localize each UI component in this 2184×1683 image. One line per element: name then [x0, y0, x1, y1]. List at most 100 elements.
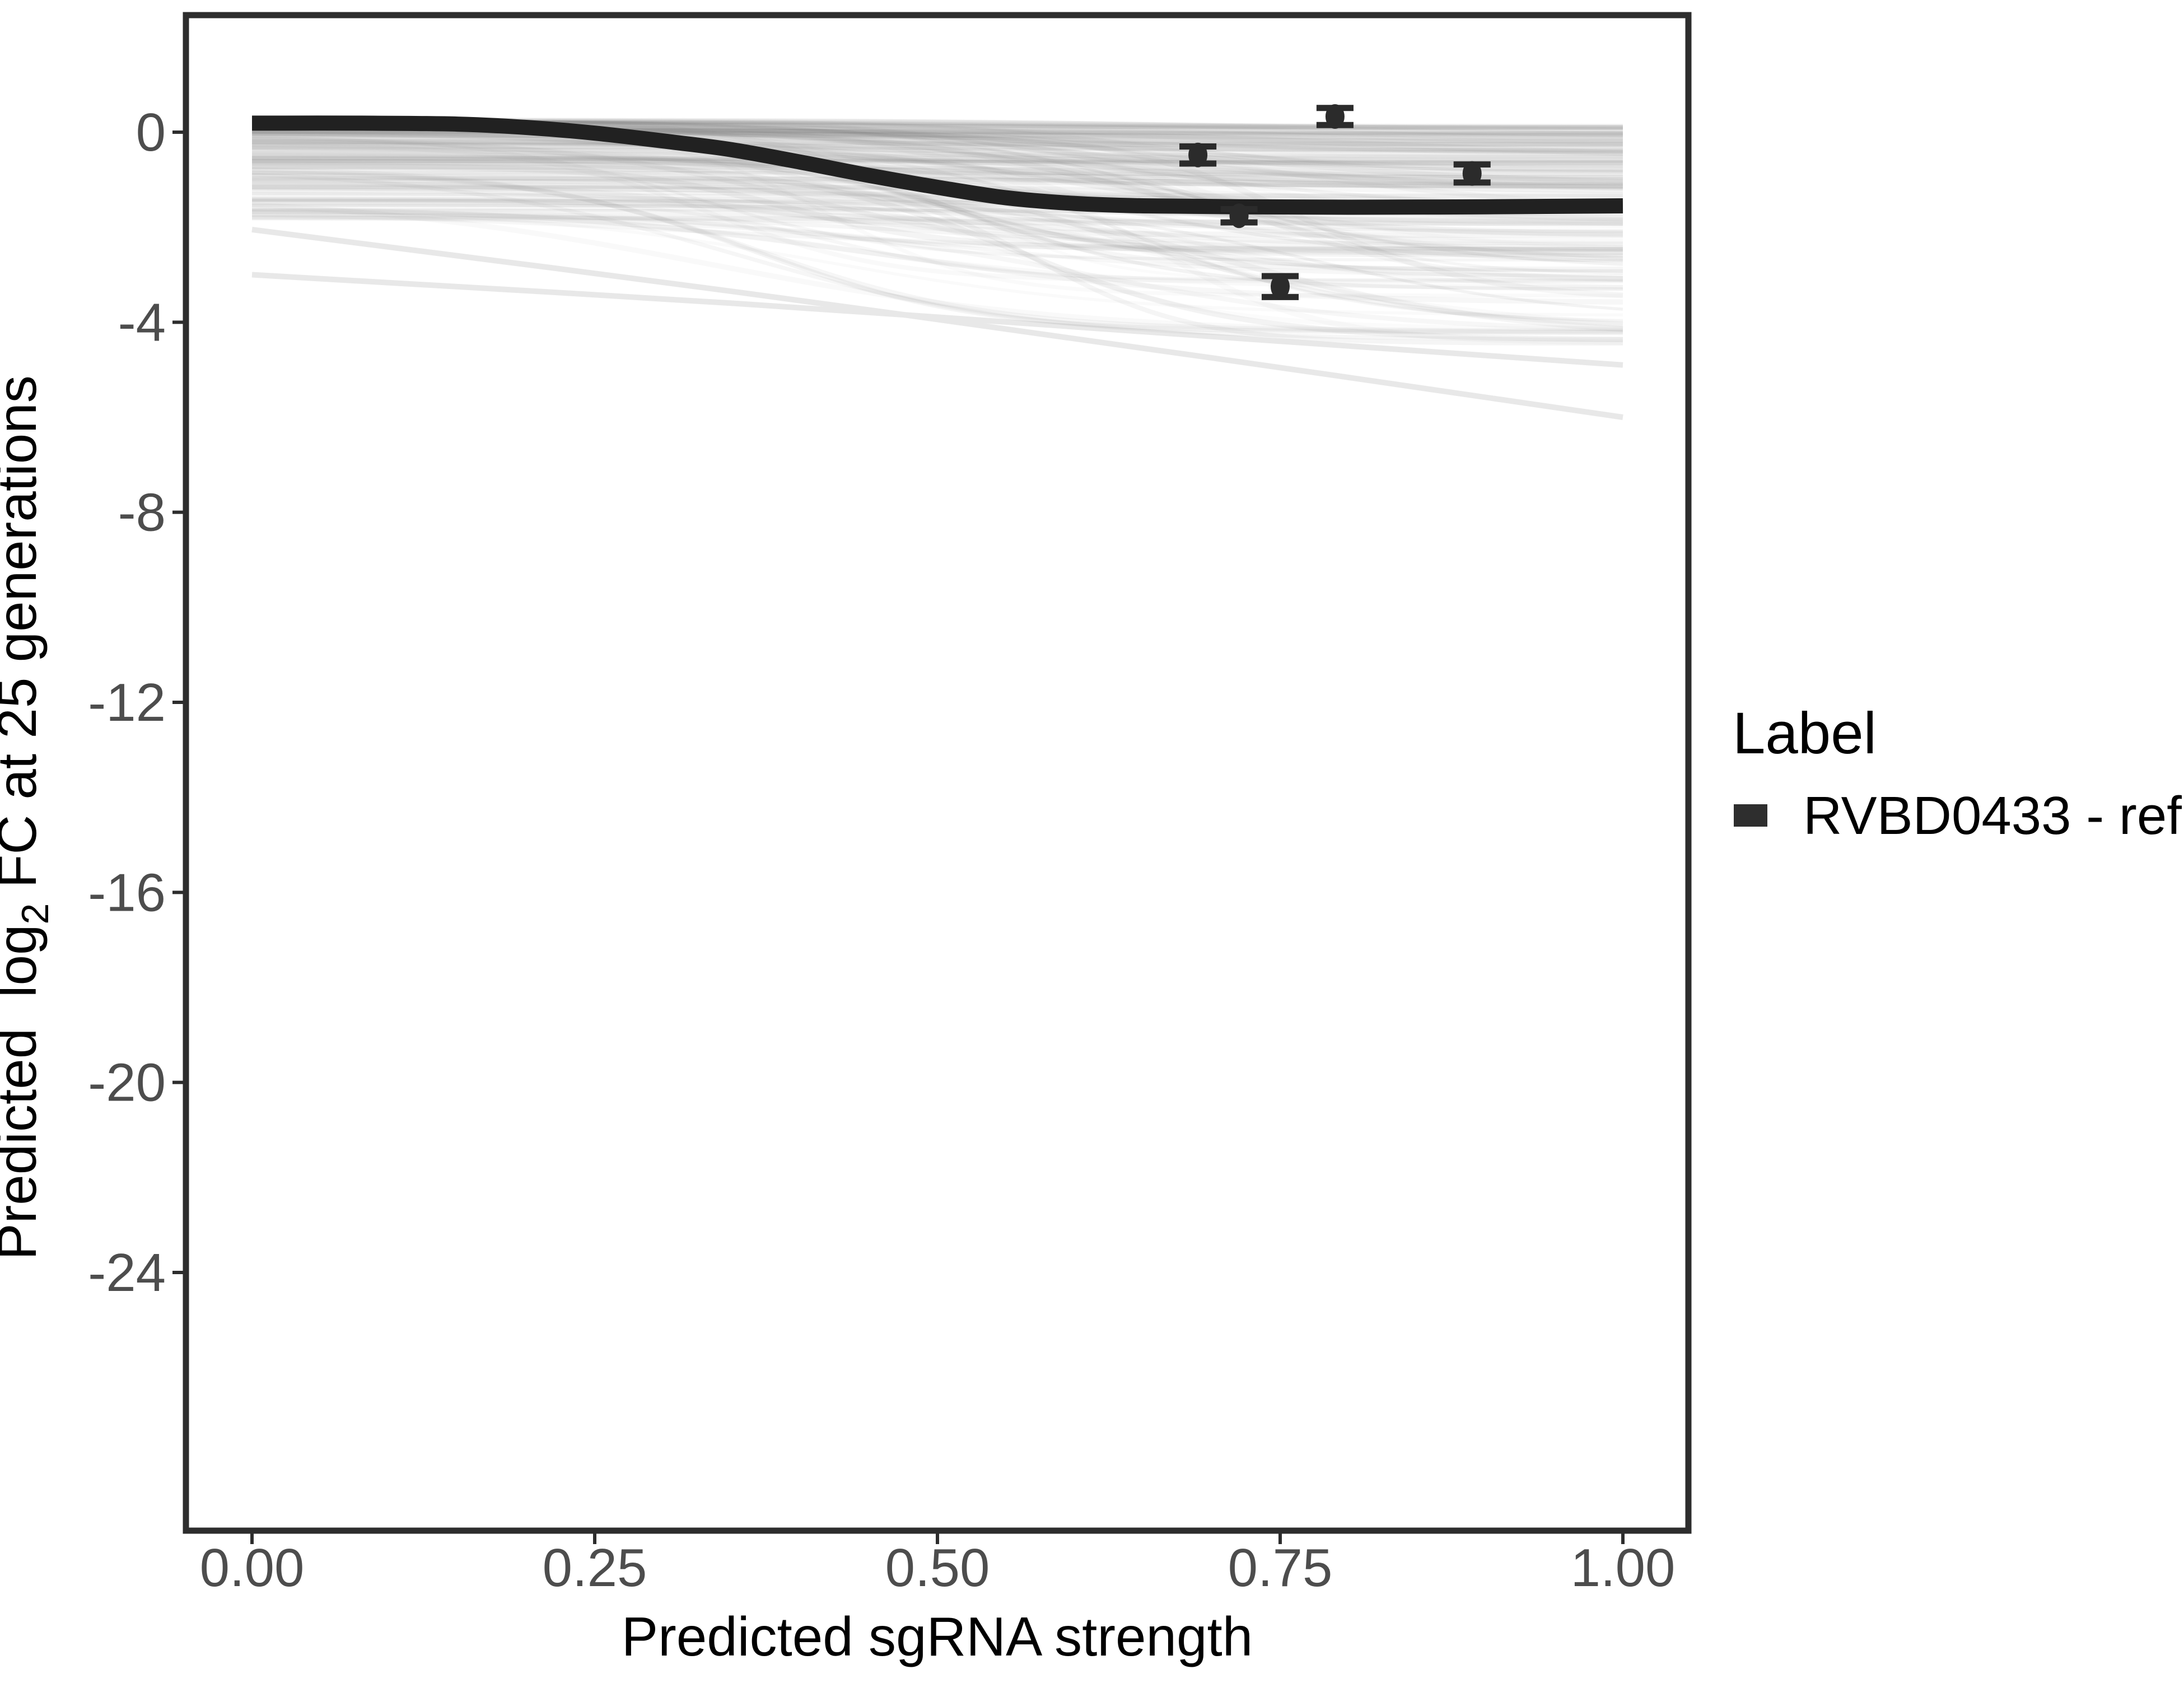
data-point-marker [1325, 104, 1345, 129]
posterior-draw [251, 155, 1623, 164]
posterior-draw [251, 156, 1623, 281]
posterior-draw [251, 207, 1623, 290]
posterior-draw [251, 146, 1623, 190]
posterior-draw [251, 136, 1623, 262]
posterior-draw [251, 206, 1623, 305]
posterior-draw [251, 176, 1623, 185]
posterior-draw [251, 208, 1623, 250]
posterior-draw [251, 130, 1623, 139]
posterior-draw [251, 162, 1623, 181]
x-tick-label: 0.25 [543, 1538, 647, 1598]
posterior-draw [251, 212, 1623, 252]
posterior-draw [251, 173, 1623, 342]
posterior-draw [251, 198, 1623, 282]
y-tick-label: -4 [118, 292, 166, 352]
data-point [1220, 203, 1258, 229]
posterior-draw [251, 158, 1623, 169]
posterior-draw [252, 167, 1623, 183]
x-tick-label: 0.50 [885, 1538, 990, 1598]
posterior-draw [251, 142, 1623, 283]
posterior-draw [251, 143, 1623, 152]
posterior-draw [251, 203, 1623, 260]
posterior-draw [251, 130, 1623, 167]
posterior-draw [251, 213, 1623, 226]
posterior-draw [251, 199, 1623, 311]
posterior-draw [252, 132, 1623, 143]
x-axis: 0.00 0.25 0.50 0.75 1.00 [200, 1531, 1675, 1598]
legend-key-swatch [1734, 804, 1767, 827]
posterior-draw [251, 186, 1623, 246]
posterior-draw [251, 157, 1623, 189]
x-tick-label: 0.75 [1228, 1538, 1333, 1598]
posterior-draw [251, 156, 1623, 165]
posterior-draw [251, 216, 1623, 226]
posterior-draw [251, 146, 1623, 182]
y-tick-label: -24 [88, 1243, 166, 1303]
posterior-draw [251, 163, 1623, 176]
posterior-draw [251, 202, 1623, 335]
posterior-draw [251, 181, 1623, 225]
posterior-draw [251, 209, 1623, 316]
data-point-marker [1188, 142, 1208, 167]
data-point [1179, 142, 1217, 167]
outlier-draw [251, 272, 1623, 368]
data-point [1261, 273, 1299, 300]
posterior-draw [252, 171, 1623, 180]
posterior-draw [251, 209, 1623, 251]
posterior-draw [251, 133, 1623, 261]
posterior-draw [251, 153, 1623, 258]
posterior-draw [251, 161, 1623, 173]
data-point-marker [1462, 161, 1482, 186]
posterior-draw [251, 137, 1623, 258]
posterior-draw [251, 132, 1623, 273]
posterior-draw [251, 204, 1623, 226]
posterior-draw [251, 145, 1623, 155]
x-axis-title: Predicted sgRNA strength [622, 1606, 1253, 1667]
posterior-draw [251, 145, 1623, 153]
data-point-marker [1229, 203, 1249, 229]
posterior-draw [251, 137, 1623, 146]
posterior-draw [251, 176, 1623, 186]
y-axis-title-subscript: 2 [14, 903, 57, 925]
posterior-draw [251, 180, 1623, 238]
y-tick-label: -20 [88, 1053, 166, 1113]
y-tick-label: -16 [88, 863, 166, 922]
posterior-draw [251, 148, 1623, 163]
posterior-draw [252, 138, 1623, 150]
posterior-draw [251, 142, 1623, 186]
posterior-draw [251, 138, 1623, 194]
posterior-draw [251, 173, 1623, 346]
legend-entry-label: RVBD0433 - ref [1803, 786, 2182, 846]
legend: Label RVBD0433 - ref [1733, 701, 2182, 846]
reference-curve [251, 115, 1623, 215]
posterior-draw [251, 161, 1623, 185]
posterior-draw [251, 157, 1623, 255]
posterior-draw [251, 197, 1623, 282]
posterior-draw [251, 163, 1623, 253]
posterior-draw [251, 167, 1623, 334]
posterior-draw [251, 148, 1623, 157]
y-tick-label: -12 [88, 673, 166, 733]
posterior-draw [251, 138, 1623, 188]
y-axis-title: Predicted log2 FC at 25 generations [0, 375, 57, 1260]
posterior-draw [251, 134, 1623, 143]
legend-title: Label [1733, 701, 1877, 766]
posterior-draw [251, 212, 1623, 251]
posterior-draw [251, 183, 1623, 332]
y-tick-label: 0 [136, 102, 166, 162]
posterior-draw [251, 131, 1623, 153]
posterior-draw [251, 152, 1623, 291]
posterior-draw [251, 155, 1623, 166]
posterior-draw [251, 141, 1623, 323]
posterior-draw [252, 142, 1623, 174]
posterior-draw [251, 153, 1623, 263]
posterior-draw [251, 158, 1623, 342]
outlier-draw [251, 226, 1623, 420]
x-tick-label: 0.00 [200, 1538, 305, 1598]
data-points [1179, 104, 1491, 300]
y-tick-label: -8 [118, 483, 166, 543]
outlier-draw-lines [251, 226, 1623, 420]
posterior-draw [251, 130, 1623, 147]
